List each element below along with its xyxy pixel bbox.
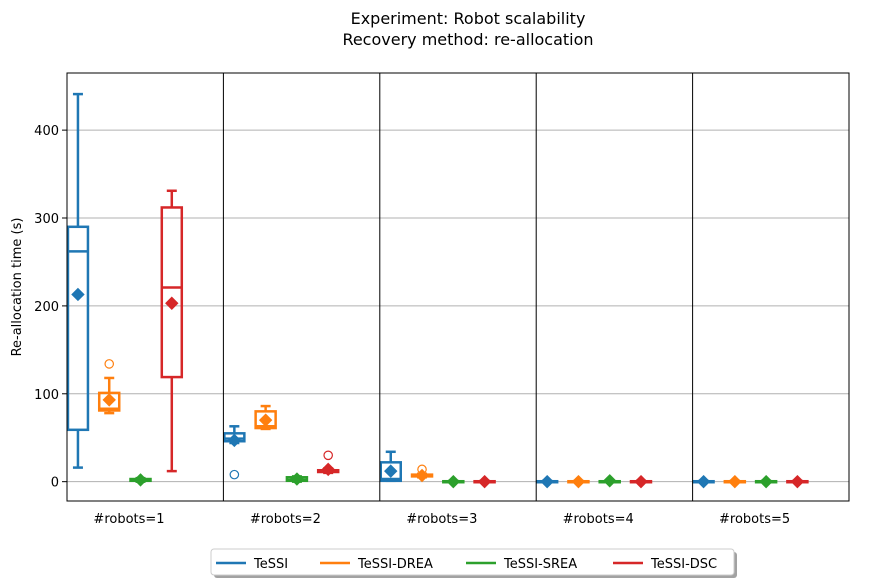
mean-marker bbox=[290, 472, 304, 486]
series-tessi bbox=[66, 92, 715, 489]
chart-subtitle: Recovery method: re-allocation bbox=[342, 30, 593, 49]
x-tick-label: #robots=3 bbox=[406, 512, 477, 527]
y-tick-label: 400 bbox=[34, 124, 59, 139]
box bbox=[254, 410, 277, 430]
mean-marker bbox=[790, 474, 805, 489]
mean-marker bbox=[603, 474, 617, 488]
series-tessi-drea bbox=[97, 359, 747, 489]
y-tick-label: 100 bbox=[34, 388, 59, 403]
mean-marker bbox=[446, 474, 461, 489]
group-dividers bbox=[222, 73, 694, 501]
box bbox=[66, 225, 90, 432]
series-tessi-dsc bbox=[160, 189, 809, 489]
y-axis: 0 100 200 300 400 bbox=[34, 124, 67, 491]
legend-label: TeSSI-SREA bbox=[503, 557, 577, 572]
series-tessi-srea bbox=[129, 472, 778, 489]
x-tick-label: #robots=2 bbox=[250, 512, 321, 527]
legend-label: TeSSI-DSC bbox=[650, 557, 717, 572]
plot-area bbox=[66, 92, 809, 489]
mean-marker bbox=[227, 433, 242, 448]
mean-marker bbox=[540, 474, 554, 489]
mean-marker bbox=[71, 287, 85, 302]
box bbox=[160, 206, 184, 379]
mean-marker bbox=[258, 413, 273, 427]
mean-marker bbox=[321, 462, 335, 477]
legend-label: TeSSI-DREA bbox=[357, 557, 433, 572]
mean-marker bbox=[696, 474, 711, 489]
box bbox=[379, 461, 402, 483]
outlier-marker bbox=[417, 464, 427, 475]
y-tick-label: 200 bbox=[34, 300, 59, 315]
x-tick-label: #robots=5 bbox=[719, 512, 790, 527]
y-tick-label: 0 bbox=[51, 476, 59, 491]
grid bbox=[67, 129, 849, 483]
box bbox=[97, 391, 121, 412]
x-axis: #robots=1 #robots=2 #robots=3 #robots=4 #rob… bbox=[93, 512, 790, 527]
legend-label: TeSSI bbox=[253, 557, 288, 572]
outlier-marker bbox=[104, 359, 115, 369]
chart-title: Experiment: Robot scalability bbox=[351, 9, 586, 28]
mean-marker bbox=[759, 474, 773, 489]
outlier-marker bbox=[323, 450, 333, 461]
legend: TeSSI TeSSI-DREA TeSSI-SREA TeSSI-DSC bbox=[210, 548, 737, 578]
mean-marker bbox=[102, 393, 116, 407]
mean-marker bbox=[477, 474, 492, 489]
mean-marker bbox=[728, 474, 742, 489]
mean-marker bbox=[634, 474, 648, 489]
mean-marker bbox=[384, 464, 398, 478]
x-tick-label: #robots=1 bbox=[93, 512, 164, 527]
y-tick-label: 300 bbox=[34, 212, 59, 227]
mean-marker bbox=[165, 296, 179, 310]
mean-marker bbox=[133, 473, 148, 487]
y-axis-label: Re-allocation time (s) bbox=[10, 218, 25, 357]
outlier-marker bbox=[229, 469, 240, 480]
mean-marker bbox=[571, 474, 586, 489]
x-tick-label: #robots=4 bbox=[563, 512, 634, 527]
axes-frame bbox=[66, 72, 850, 502]
